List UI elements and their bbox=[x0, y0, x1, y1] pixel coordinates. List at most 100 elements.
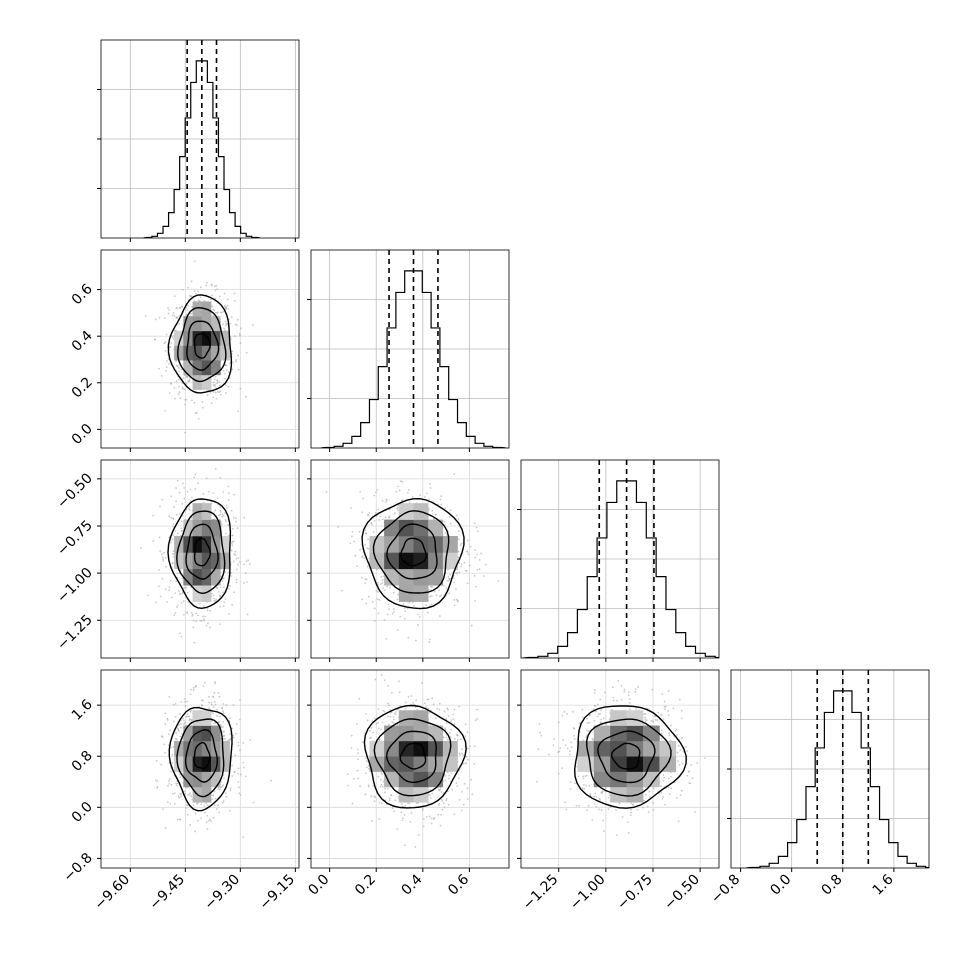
contour-line bbox=[386, 523, 438, 580]
scatter-point bbox=[367, 538, 370, 541]
scatter-point bbox=[222, 799, 225, 802]
scatter-point bbox=[170, 541, 173, 544]
scatter-point bbox=[548, 753, 550, 756]
scatter-point bbox=[377, 775, 380, 778]
panel-content bbox=[311, 449, 509, 658]
scatter-point bbox=[337, 525, 339, 528]
scatter-point bbox=[183, 388, 186, 391]
scatter-point bbox=[237, 563, 240, 566]
scatter-point bbox=[186, 591, 189, 594]
density-bin bbox=[413, 519, 429, 537]
scatter-point bbox=[408, 802, 411, 805]
scatter-point bbox=[466, 787, 469, 790]
scatter-point bbox=[230, 509, 233, 512]
scatter-point bbox=[164, 349, 167, 352]
scatter-point bbox=[352, 778, 355, 780]
scatter-point bbox=[439, 786, 442, 789]
scatter-point bbox=[374, 491, 377, 494]
scatter-point bbox=[400, 811, 403, 814]
scatter-point bbox=[194, 686, 197, 688]
scatter-point bbox=[400, 803, 403, 805]
scatter-point bbox=[630, 802, 632, 805]
scatter-point bbox=[235, 520, 237, 523]
scatter-point bbox=[209, 609, 212, 612]
scatter-point bbox=[214, 703, 217, 706]
scatter-point bbox=[164, 751, 167, 754]
scatter-point bbox=[365, 602, 368, 605]
scatter-point bbox=[474, 719, 477, 722]
scatter-point bbox=[216, 391, 219, 393]
scatter-point bbox=[375, 722, 378, 725]
scatter-point bbox=[378, 739, 381, 741]
density-bin bbox=[192, 301, 203, 317]
scatter-point bbox=[220, 523, 223, 526]
scatter-point bbox=[172, 523, 175, 525]
scatter-point bbox=[380, 771, 383, 774]
scatter-point bbox=[163, 743, 166, 746]
scatter-point bbox=[378, 818, 381, 821]
scatter-point bbox=[164, 341, 167, 343]
scatter-point bbox=[173, 295, 176, 298]
density-bin bbox=[384, 535, 400, 553]
scatter-point bbox=[224, 384, 227, 386]
scatter-point bbox=[385, 499, 388, 502]
scatter-point bbox=[212, 594, 215, 597]
density-bin bbox=[201, 585, 212, 602]
scatter-point bbox=[217, 692, 220, 694]
density-bin bbox=[220, 330, 230, 346]
scatter-point bbox=[222, 586, 225, 589]
scatter-point bbox=[397, 485, 399, 488]
scatter-point bbox=[414, 706, 417, 709]
scatter-point bbox=[176, 818, 179, 821]
scatter-point bbox=[249, 738, 251, 741]
scatter-point bbox=[175, 732, 178, 734]
density-bin bbox=[428, 725, 444, 742]
scatter-point bbox=[217, 590, 220, 593]
scatter-point bbox=[219, 384, 221, 387]
scatter-point bbox=[399, 615, 402, 618]
scatter-point bbox=[242, 836, 245, 839]
scatter-point bbox=[369, 729, 371, 732]
scatter-point bbox=[168, 515, 171, 518]
scatter-point bbox=[163, 342, 166, 345]
scatter-point bbox=[365, 756, 368, 759]
scatter-point bbox=[465, 762, 468, 765]
density-bin bbox=[398, 771, 414, 788]
density-bin bbox=[192, 360, 203, 376]
scatter-point bbox=[174, 715, 177, 718]
scatter-point bbox=[236, 318, 239, 321]
panel-content bbox=[101, 670, 299, 868]
scatter-point bbox=[160, 375, 163, 377]
density-bin bbox=[220, 535, 230, 553]
scatter-point bbox=[219, 511, 222, 513]
panel-frame bbox=[100, 39, 300, 239]
scatter-point bbox=[429, 794, 431, 796]
scatter-point bbox=[222, 735, 225, 738]
scatter-point bbox=[452, 577, 455, 580]
scatter-point bbox=[172, 534, 175, 537]
scatter-point bbox=[385, 637, 388, 640]
scatter-point bbox=[239, 793, 242, 796]
scatter-point bbox=[470, 624, 473, 627]
scatter-point bbox=[362, 449, 364, 451]
scatter-point bbox=[234, 517, 237, 519]
scatter-point bbox=[179, 397, 182, 400]
density-bin bbox=[183, 345, 193, 361]
scatter-point bbox=[164, 565, 167, 568]
scatter-point bbox=[370, 521, 373, 524]
scatter-point bbox=[434, 717, 437, 720]
scatter-point bbox=[161, 498, 164, 501]
scatter-point bbox=[168, 309, 171, 311]
scatter-point bbox=[359, 490, 362, 493]
scatter-point bbox=[376, 488, 379, 491]
scatter-point bbox=[155, 601, 157, 604]
scatter-point bbox=[189, 693, 192, 696]
scatter-point bbox=[189, 295, 192, 298]
density-bin bbox=[192, 316, 203, 332]
scatter-point bbox=[465, 550, 468, 553]
scatter-point bbox=[216, 808, 218, 810]
scatter-point bbox=[425, 815, 428, 818]
scatter-point bbox=[427, 802, 430, 804]
scatter-point bbox=[214, 391, 217, 394]
scatter-point bbox=[233, 591, 235, 594]
